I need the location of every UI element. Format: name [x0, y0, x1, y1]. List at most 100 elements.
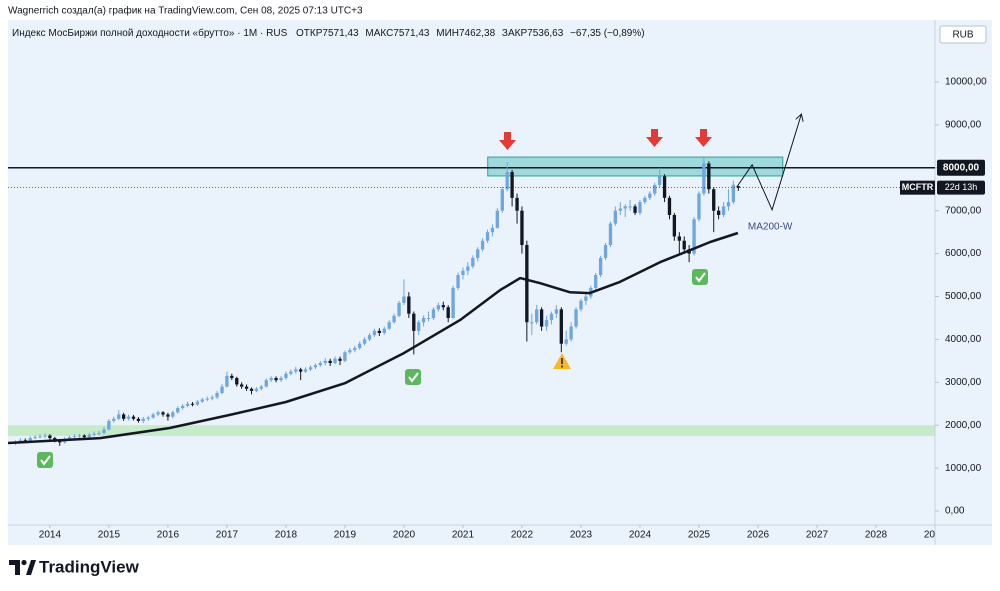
- ohlc-value: 7571,43: [322, 28, 359, 39]
- candle-body: [210, 397, 214, 399]
- candle-body: [495, 210, 500, 228]
- time-axis-background: [8, 525, 935, 545]
- candle-body: [726, 202, 731, 207]
- down-arrow: [695, 129, 712, 147]
- candle-body: [274, 378, 278, 381]
- candle-body: [112, 418, 116, 421]
- x-tick-label: 2029: [924, 530, 947, 541]
- candle-body: [603, 245, 608, 258]
- candle-body: [564, 339, 568, 344]
- check-icon: [37, 452, 53, 468]
- candle-body: [456, 275, 460, 288]
- candle-body: [579, 300, 583, 310]
- candle-body: [653, 184, 657, 194]
- candle-body: [338, 358, 342, 361]
- x-tick-label: 2025: [688, 530, 711, 541]
- candle-body: [436, 305, 441, 310]
- candle-body: [367, 335, 372, 340]
- candle-body: [244, 386, 249, 389]
- candle-body: [180, 405, 185, 409]
- candle-body: [353, 347, 357, 351]
- y-tick-label: 3000,00: [945, 377, 982, 388]
- candle-body: [328, 360, 332, 364]
- candle-body: [707, 163, 711, 190]
- ohlc-value: 7571,43: [393, 28, 430, 39]
- candle-body: [53, 438, 57, 441]
- support-zone: [8, 425, 935, 436]
- candle-body: [171, 412, 175, 417]
- candle-body: [421, 317, 426, 323]
- candle-body: [638, 202, 642, 213]
- candle-body: [461, 270, 465, 276]
- candle-body: [520, 210, 524, 246]
- candle-body: [313, 365, 318, 368]
- candle-body: [141, 418, 145, 421]
- candle-body: [23, 440, 27, 442]
- brand-logo: [9, 559, 36, 575]
- candle-body: [225, 375, 229, 387]
- candle-body: [102, 429, 106, 433]
- candle-body: [259, 386, 263, 389]
- candle-body: [249, 388, 254, 391]
- candle-body: [279, 378, 283, 381]
- symbol: Индекс МосБиржи полной доходности «брутт…: [12, 27, 288, 39]
- candle-body: [549, 313, 554, 321]
- candle-body: [662, 176, 667, 198]
- x-tick-label: 2026: [747, 530, 770, 541]
- candle-body: [480, 240, 485, 250]
- candle-body: [731, 184, 736, 203]
- candle-body: [92, 433, 96, 435]
- candle-body: [702, 163, 706, 194]
- candle-body: [559, 309, 563, 344]
- candle-body: [195, 401, 200, 405]
- candle-body: [643, 197, 647, 203]
- credit: Wagnerrich создал(а) график на TradingVi…: [8, 5, 363, 17]
- candle-body: [284, 373, 288, 379]
- countdown-box: [937, 180, 985, 195]
- y-tick-label: 9000,00: [945, 120, 982, 131]
- y-tick-label: 1000,00: [945, 463, 982, 474]
- candle-body: [254, 388, 259, 391]
- candle-body: [554, 309, 559, 314]
- candle-body: [712, 189, 716, 211]
- candle-body: [230, 375, 234, 379]
- candle-body: [77, 435, 82, 437]
- candle-body: [176, 408, 180, 413]
- candle-body: [318, 363, 322, 366]
- candle-body: [382, 328, 386, 333]
- ma-label: MA200-W: [748, 222, 793, 233]
- candle-body: [667, 197, 672, 215]
- candle-body: [574, 309, 578, 327]
- candle-body: [569, 326, 573, 340]
- x-tick-label: 2021: [452, 530, 475, 541]
- brand-name: TradingView: [39, 557, 140, 576]
- series-label-box: [900, 180, 935, 195]
- candle-body: [107, 420, 111, 430]
- countdown: 22d 13h: [945, 182, 978, 192]
- candle-body: [333, 358, 337, 364]
- candle-body: [657, 176, 662, 185]
- candle-body: [392, 315, 396, 323]
- candle-body: [544, 320, 549, 327]
- currency[interactable]: RUB: [952, 30, 973, 41]
- x-axis: 2014 2015 2016 2017 2018 2019 2020 2021 2022 2023…: [39, 525, 947, 541]
- candles: [13, 157, 740, 446]
- y-tick-label: 2000,00: [945, 420, 982, 431]
- candle-body: [608, 223, 613, 246]
- currency-box[interactable]: [939, 25, 987, 44]
- price-axis-background: [935, 20, 992, 545]
- x-tick-label: 2016: [157, 530, 180, 541]
- candle-body: [431, 309, 436, 318]
- x-tick-label: 2018: [275, 530, 298, 541]
- candle-body: [348, 350, 352, 353]
- check-icon: [405, 369, 421, 385]
- candle-body: [185, 403, 190, 406]
- candle-body: [613, 210, 618, 224]
- candle-body: [161, 412, 165, 415]
- check-icon: [692, 269, 708, 285]
- x-tick-label: 2022: [511, 530, 534, 541]
- x-tick-label: 2027: [806, 530, 829, 541]
- x-tick-label: 2019: [334, 530, 357, 541]
- candle-body: [72, 436, 77, 438]
